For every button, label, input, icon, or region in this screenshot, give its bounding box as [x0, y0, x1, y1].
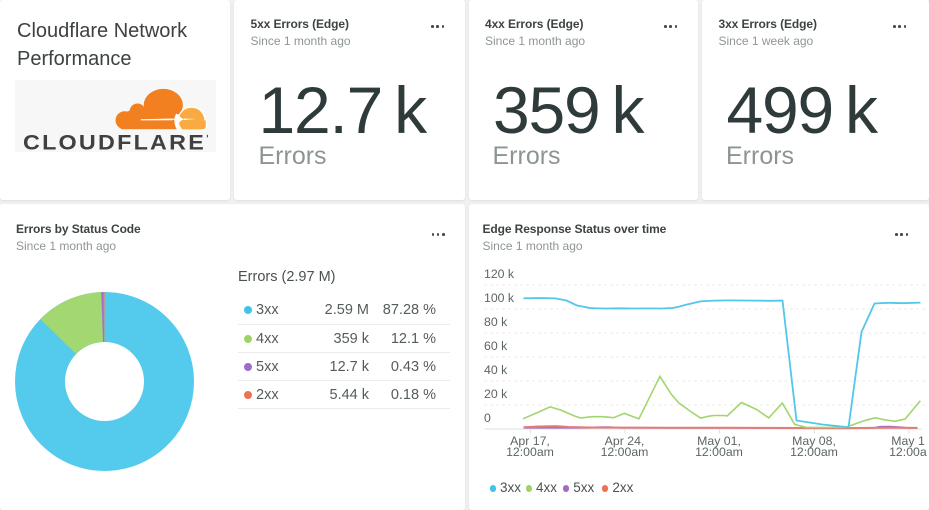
svg-text:CLOUDFLARE: CLOUDFLARE [23, 132, 206, 153]
